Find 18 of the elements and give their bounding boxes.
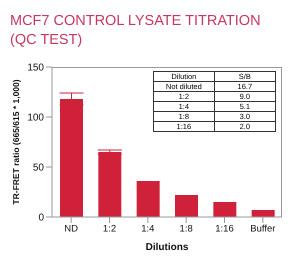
bar (252, 210, 275, 217)
y-tick-label: 0 (38, 212, 44, 224)
bar (213, 202, 236, 217)
y-axis-title: TR-FRET ratio (665/615 * 1,000) (11, 79, 21, 205)
x-tick-label: Buffer (250, 224, 276, 235)
x-tick-label: 1:8 (180, 224, 193, 235)
y-tick-label: 50 (32, 162, 44, 174)
y-tick-label: 100 (27, 112, 44, 124)
y-tick-label: 150 (27, 62, 44, 74)
chart-title: MCF7 CONTROL LYSATE TITRATION (QC TEST) (10, 12, 262, 50)
bar (175, 195, 198, 217)
x-tick-label: 1:2 (102, 224, 116, 235)
x-axis-title: Dilutions (146, 242, 189, 253)
x-tick-label: ND (64, 224, 78, 235)
x-tick-label: 1:4 (141, 224, 154, 235)
bar (98, 152, 122, 217)
x-tick-label: 1:16 (215, 224, 234, 235)
bar (136, 181, 160, 217)
